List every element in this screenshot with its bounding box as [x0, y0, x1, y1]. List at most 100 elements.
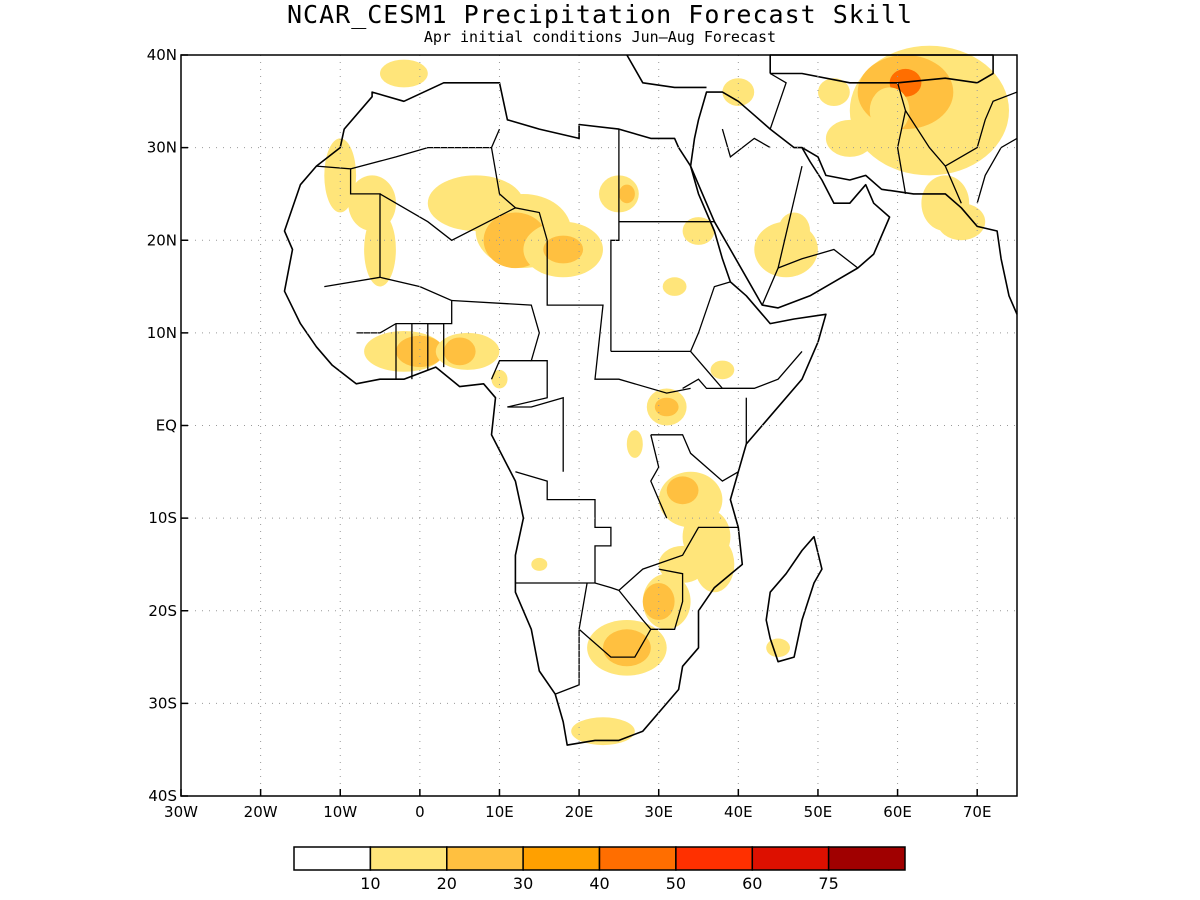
- country-border: [515, 471, 612, 583]
- skill-patch: [396, 335, 444, 368]
- lon-tick-label: 30E: [644, 803, 673, 821]
- map-title: NCAR_CESM1 Precipitation Forecast Skill: [287, 0, 913, 29]
- colorbar-swatch: [522, 846, 601, 871]
- country-border: [610, 281, 731, 353]
- country-borders-layer: [316, 72, 1018, 695]
- skill-patch: [531, 557, 548, 571]
- skill-patch: [818, 78, 850, 106]
- country-border: [490, 147, 516, 209]
- country-border: [546, 240, 691, 394]
- country-border: [904, 110, 962, 204]
- colorbar: 10 20 30 40 50 60 75: [293, 846, 906, 893]
- colorbar-swatch: [751, 846, 830, 871]
- country-border: [944, 91, 1018, 167]
- skill-patch: [937, 203, 986, 241]
- skill-patch: [710, 360, 735, 380]
- colorbar-swatch: [369, 846, 448, 871]
- skill-patch: [658, 545, 707, 583]
- country-border: [650, 434, 739, 482]
- skill-patch: [571, 717, 635, 746]
- lon-tick-label: 30W: [164, 803, 198, 821]
- colorbar-label: 50: [666, 874, 686, 893]
- country-border: [650, 434, 668, 519]
- skill-patch: [869, 87, 910, 134]
- skill-patch: [722, 78, 755, 106]
- south-asia-coastline: [801, 146, 1018, 315]
- country-border: [777, 248, 859, 269]
- skill-patch: [654, 397, 679, 417]
- country-border: [316, 165, 381, 278]
- colorbar-swatch: [598, 846, 677, 871]
- country-border: [721, 128, 771, 159]
- lat-tick-label: 20N: [147, 231, 177, 249]
- country-border: [761, 165, 803, 306]
- country-border: [554, 582, 588, 695]
- skill-patch: [666, 476, 699, 505]
- africa-coastline: [283, 82, 827, 746]
- country-border: [610, 129, 620, 352]
- lon-tick-label: 40E: [724, 803, 753, 821]
- skill-patch: [825, 119, 874, 157]
- skill-patch: [626, 430, 643, 458]
- skill-patch: [324, 138, 357, 213]
- country-border: [490, 360, 532, 380]
- map-subtitle: Apr initial conditions Jun–Aug Forecast: [423, 28, 777, 46]
- colorbar-swatch: [675, 846, 754, 871]
- colorbar-label: 40: [589, 874, 609, 893]
- country-border: [350, 146, 492, 170]
- country-border: [379, 193, 548, 242]
- lon-tick-label: 20W: [244, 803, 278, 821]
- madagascar-coastline: [765, 535, 823, 663]
- lat-tick-label: 30S: [148, 694, 177, 712]
- arabia-coastline: [689, 91, 891, 309]
- country-border: [578, 628, 652, 658]
- skill-patch: [618, 184, 635, 204]
- colorbar-swatch: [827, 846, 906, 871]
- colorbar-label: 10: [360, 874, 380, 893]
- colorbar-swatch: [293, 846, 372, 871]
- country-border: [682, 378, 755, 390]
- skill-patch: [443, 337, 476, 366]
- skill-patch: [766, 638, 790, 658]
- country-border: [769, 72, 787, 130]
- lon-tick-label: 10E: [485, 803, 514, 821]
- lon-tick-label: 10W: [323, 803, 357, 821]
- country-border: [976, 137, 1018, 204]
- lat-tick-label: 10S: [148, 509, 177, 527]
- lon-tick-label: 50E: [804, 803, 833, 821]
- country-border: [618, 526, 739, 591]
- lon-tick-label: 70E: [963, 803, 992, 821]
- lon-tick-label: 20E: [565, 803, 594, 821]
- anatolia-coastline: [626, 54, 707, 89]
- colorbar-label: 75: [818, 874, 838, 893]
- skill-patch: [491, 369, 508, 389]
- country-border: [324, 276, 453, 334]
- country-border: [507, 396, 564, 472]
- skill-patch: [778, 212, 810, 250]
- colorbar-swatch: [446, 846, 524, 871]
- lat-tick-label: 30N: [147, 139, 177, 157]
- country-border: [896, 82, 907, 195]
- lat-tick-label: 40N: [147, 46, 177, 64]
- lon-tick-label: 0: [415, 803, 425, 821]
- country-border: [427, 322, 445, 370]
- lat-tick-label: 10N: [147, 324, 177, 342]
- country-border: [515, 582, 620, 592]
- skill-patch: [682, 217, 715, 245]
- colorbar-label: 30: [513, 874, 533, 893]
- skill-patch: [543, 235, 584, 264]
- skill-shading-layer: [324, 45, 1010, 746]
- colorbar-label: 60: [742, 874, 762, 893]
- country-border: [690, 350, 803, 390]
- skill-patch: [662, 277, 687, 296]
- lat-tick-label: EQ: [156, 417, 177, 435]
- country-border: [618, 568, 684, 630]
- lat-tick-label: 20S: [148, 602, 177, 620]
- lat-tick-label: 40S: [148, 787, 177, 805]
- country-border: [490, 128, 501, 148]
- lon-tick-label: 60E: [883, 803, 912, 821]
- skill-patch: [603, 629, 651, 667]
- colorbar-label: 20: [437, 874, 457, 893]
